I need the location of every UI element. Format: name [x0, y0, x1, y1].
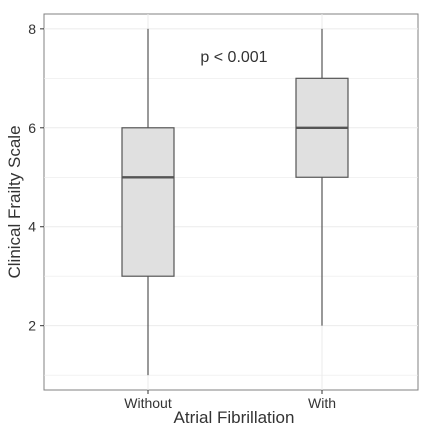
x-axis-ticks: Without With [124, 390, 336, 411]
y-axis-label: Clinical Frailty Scale [5, 125, 24, 278]
iqr-box [121, 127, 175, 277]
y-axis-ticks: 2 4 6 8 [28, 21, 44, 334]
y-tick-label: 6 [28, 120, 36, 136]
box-without [121, 28, 175, 376]
y-tick-label: 8 [28, 21, 36, 37]
x-axis-label: Atrial Fibrillation [174, 408, 295, 427]
y-tick-label: 2 [28, 318, 36, 334]
boxes [121, 28, 349, 376]
y-tick-label: 4 [28, 219, 36, 235]
x-tick-label: With [308, 395, 336, 411]
box-with [295, 28, 349, 326]
p-value-annotation: p < 0.001 [200, 49, 267, 66]
x-tick-label: Without [124, 395, 172, 411]
plot-panel [43, 13, 419, 391]
